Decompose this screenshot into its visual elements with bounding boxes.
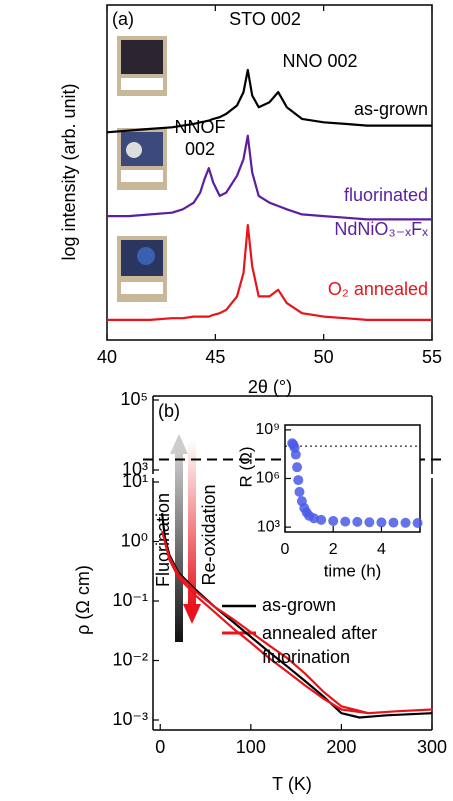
annotation: NNO 002	[282, 51, 357, 71]
x-tick-label: 0	[281, 541, 290, 558]
annotation: NNOF	[175, 117, 226, 137]
series-label: O₂ annealed	[328, 279, 428, 299]
sample-photo	[117, 36, 167, 302]
y-axis-label: ρ (Ω cm)	[73, 565, 93, 635]
data-point	[316, 514, 327, 525]
x-axis-label: 2θ (°)	[248, 377, 292, 397]
data-point	[290, 449, 301, 460]
y-tick-label: 10⁶	[256, 470, 280, 487]
x-tick-label: 55	[422, 347, 442, 367]
plot-frame	[106, 4, 433, 341]
data-line	[107, 224, 432, 321]
x-tick-label: 100	[236, 737, 266, 757]
data-point	[412, 517, 423, 528]
data-line	[107, 134, 432, 221]
data-point	[328, 515, 339, 526]
x-axis-label: time (h)	[324, 561, 382, 580]
y-tick-label: 10¹	[122, 471, 148, 491]
y-tick-label: 10⁻¹	[112, 590, 148, 610]
data-point	[293, 475, 304, 486]
arrow-label: Fluorination	[153, 493, 173, 587]
data-line	[106, 68, 432, 134]
x-tick-label: 300	[417, 737, 447, 757]
y-tick-label: 10⁵	[121, 389, 148, 409]
data-point	[400, 517, 411, 528]
x-tick-label: 4	[377, 541, 386, 558]
data-point	[292, 462, 303, 473]
annotation: 002	[185, 139, 215, 159]
arrow	[170, 434, 201, 642]
x-axis-label: T (K)	[272, 774, 312, 794]
y-tick-label: 10⁻³	[112, 709, 148, 729]
y-axis-label: log intensity (arb. unit)	[59, 83, 79, 260]
x-tick-label: 40	[97, 347, 117, 367]
data-line	[161, 530, 434, 715]
x-tick-label: 2	[329, 541, 338, 558]
y-tick-label: 10³	[257, 518, 281, 535]
x-tick-label: 50	[314, 347, 334, 367]
y-tick-label: 10⁻²	[112, 649, 148, 669]
data-point	[364, 517, 375, 528]
y-tick-label: 10³	[122, 459, 148, 479]
annotation: STO 002	[229, 9, 301, 29]
data-point	[294, 486, 305, 497]
data-point	[388, 517, 399, 528]
annotation: NdNiO₃₋ₓFₓ	[334, 219, 428, 239]
x-tick-label: 45	[205, 347, 225, 367]
y-tick-label: 10⁰	[121, 530, 148, 550]
series-label: fluorinated	[344, 185, 428, 205]
panel-label: (b)	[158, 401, 180, 421]
arrow-label: Re-oxidation	[199, 484, 219, 585]
x-tick-label: 200	[326, 737, 356, 757]
y-tick-label: 10⁹	[255, 421, 280, 438]
data-point	[376, 517, 387, 528]
y-axis-label: R (Ω)	[236, 446, 255, 487]
data-point	[340, 516, 351, 527]
panel-label: (a)	[112, 9, 134, 29]
data-point	[352, 516, 363, 527]
legend-label: as-grown	[262, 595, 336, 615]
series-label: as-grown	[354, 99, 428, 119]
legend-label: annealed after fluorination	[262, 623, 378, 667]
x-tick-label: 0	[155, 737, 165, 757]
